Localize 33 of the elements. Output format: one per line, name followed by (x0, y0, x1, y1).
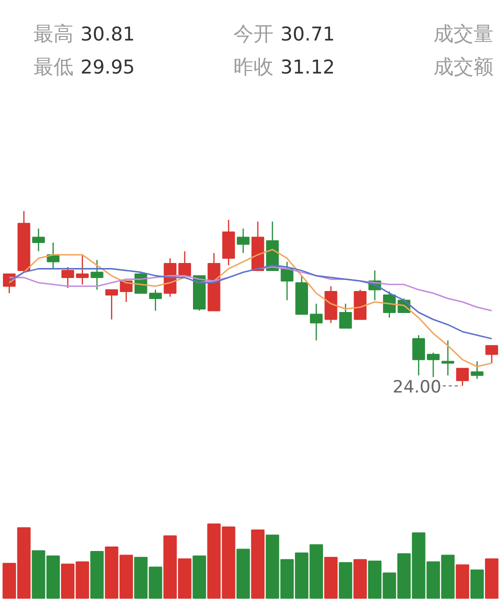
candlestick (470, 360, 484, 380)
bar (324, 556, 338, 599)
bar (236, 548, 250, 599)
bar (470, 570, 484, 599)
text: 今开 30.71 (234, 22, 335, 46)
bar (90, 550, 104, 599)
text: 最高 30.81 (34, 22, 135, 46)
candlestick (310, 303, 323, 342)
bar (353, 559, 367, 599)
candlestick (32, 228, 45, 252)
bar (456, 564, 470, 599)
text: 昨收 31.12 (234, 54, 335, 78)
candlestick (90, 259, 104, 290)
candlestick (442, 340, 454, 376)
candlestick (149, 289, 162, 312)
candlestick (76, 254, 89, 286)
candlestick (236, 228, 250, 254)
candlestick (485, 345, 498, 364)
text: 成交量 (434, 22, 494, 46)
bar (485, 558, 498, 599)
candlestick (426, 352, 440, 378)
bar (251, 529, 265, 599)
text: 成交额 (434, 54, 494, 78)
candlestick (412, 334, 425, 376)
annotation: 24.00 (392, 377, 442, 398)
candlestick (61, 266, 74, 289)
text: 最低 29.95 (34, 54, 135, 78)
bar (338, 562, 352, 599)
bar (192, 555, 206, 599)
candlestick (339, 303, 352, 329)
candlestick (178, 250, 192, 276)
candlestick (456, 368, 469, 386)
candlestick (105, 289, 118, 320)
